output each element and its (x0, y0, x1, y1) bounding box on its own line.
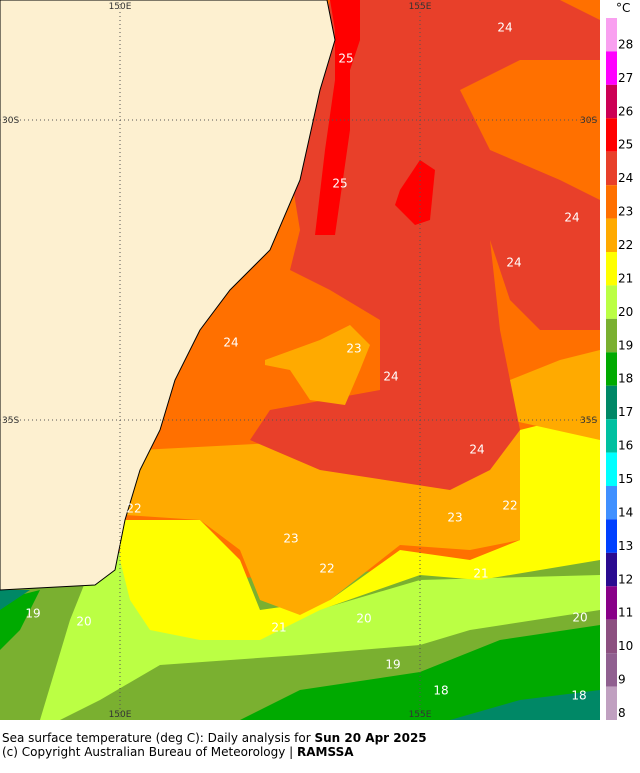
colorbar-swatch (606, 519, 617, 553)
caption-line: Sea surface temperature (deg C): Daily a… (2, 731, 427, 745)
sst-field (0, 0, 600, 720)
colorbar-label: 15 (618, 472, 633, 486)
lat-label: 30S (2, 116, 19, 126)
colorbar-swatch (606, 252, 617, 286)
colorbar-swatch (606, 84, 617, 119)
colorbar-label: 24 (618, 171, 633, 185)
caption-text: Sea surface temperature (deg C): Daily a… (2, 731, 315, 745)
contour-label: 24 (564, 211, 579, 225)
lat-label: 30S (580, 116, 597, 126)
contour-label: 23 (346, 342, 361, 356)
colorbar-label: 14 (618, 505, 633, 519)
colorbar-swatch (606, 552, 617, 587)
lat-label: 35S (2, 416, 19, 426)
colorbar-swatch (606, 419, 617, 453)
lon-label: 155E (409, 2, 432, 12)
contour-label: 21 (271, 621, 286, 635)
contour-label: 18 (433, 684, 448, 698)
contour-label: 25 (338, 52, 353, 66)
colorbar-swatch (606, 51, 617, 85)
colorbar-swatch (606, 619, 617, 654)
contour-label: 20 (356, 612, 371, 626)
contour-label: 24 (223, 336, 238, 350)
colorbar-label: 18 (618, 372, 633, 386)
colorbar-swatch (606, 686, 617, 720)
colorbar-label: 28 (618, 37, 633, 51)
lat-label: 35S (580, 416, 597, 426)
contour-label: 20 (572, 611, 587, 625)
contour-label: 21 (473, 567, 488, 581)
colorbar-swatch (606, 285, 617, 319)
colorbar-label: 12 (618, 572, 633, 586)
contour-label: 23 (447, 511, 462, 525)
caption-line: (c) Copyright Australian Bureau of Meteo… (2, 745, 354, 759)
colorbar-swatch (606, 385, 617, 420)
colorbar-label: 19 (618, 338, 633, 352)
colorbar-swatch (606, 218, 617, 252)
contour-label: 22 (126, 502, 141, 516)
colorbar-swatch (606, 486, 617, 520)
contour-label: 24 (469, 443, 484, 457)
colorbar-label: 17 (618, 405, 633, 419)
colorbar-swatch (606, 118, 617, 152)
caption-text: (c) Copyright Australian Bureau of Meteo… (2, 745, 297, 759)
lon-label: 150E (109, 710, 132, 720)
colorbar-label: 9 (618, 673, 626, 687)
contour-label: 24 (506, 256, 521, 270)
contour-label: 22 (319, 562, 334, 576)
contour-label: 22 (502, 499, 517, 513)
colorbar-label: 13 (618, 539, 633, 553)
lon-label: 155E (409, 710, 432, 720)
colorbar-swatch (606, 653, 617, 687)
colorbar-swatch (606, 151, 617, 186)
legend-unit: °C (616, 1, 630, 15)
colorbar-label: 8 (618, 706, 626, 720)
colorbar-label: 22 (618, 238, 633, 252)
contour-label: 24 (497, 21, 512, 35)
contour-label: 25 (332, 177, 347, 191)
caption-org: RAMSSA (297, 745, 354, 759)
contour-label: 19 (385, 658, 400, 672)
colorbar-swatch (606, 318, 617, 353)
colorbar-swatch (606, 18, 617, 52)
colorbar-label: 11 (618, 606, 633, 620)
contour-label: 19 (25, 607, 40, 621)
colorbar-swatch (606, 452, 617, 486)
colorbar-label: 20 (618, 305, 633, 319)
colorbar-label: 21 (618, 271, 633, 285)
colorbar-label: 26 (618, 104, 633, 118)
colorbar-label: 10 (618, 639, 633, 653)
colorbar-label: 23 (618, 205, 633, 219)
colorbar-swatch (606, 185, 617, 219)
contour-label: 23 (283, 532, 298, 546)
colorbar-swatch (606, 352, 617, 386)
colorbar-label: 16 (618, 439, 633, 453)
contour-label: 20 (76, 615, 91, 629)
contour-label: 18 (571, 689, 586, 703)
colorbar-label: 25 (618, 138, 633, 152)
caption-date: Sun 20 Apr 2025 (315, 731, 427, 745)
contour-labels: 24 25 25 24 24 23 24 24 24 22 23 22 23 22 21 19 20 21 20 20… (25, 21, 587, 703)
colorbar-swatch (606, 586, 617, 620)
contour-label: 24 (383, 370, 398, 384)
colorbar: 28 27 26 25 24 23 22 21 20 19 18 17 16 15 14 13 12 11 10 9 8 (606, 18, 633, 720)
lon-label: 150E (109, 2, 132, 12)
colorbar-label: 27 (618, 71, 633, 85)
